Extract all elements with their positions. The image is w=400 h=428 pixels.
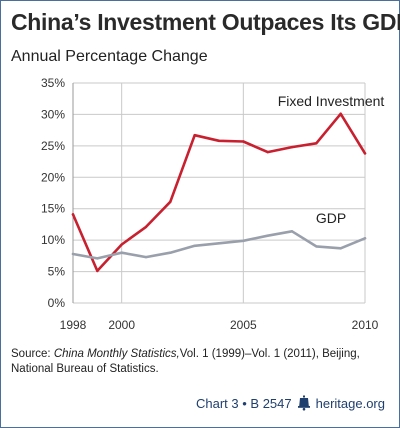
y-tick-label: 30%: [41, 107, 65, 121]
source-note: Source: China Monthly Statistics,Vol. 1 …: [11, 347, 391, 377]
series-line-gdp: [71, 230, 367, 260]
data-point-gdp: [193, 244, 196, 247]
data-point-fixed-investment: [290, 145, 294, 149]
data-point-fixed-investment: [339, 112, 342, 116]
data-point-gdp: [120, 251, 123, 254]
data-point-gdp: [363, 237, 367, 240]
data-point-gdp: [315, 245, 318, 248]
data-point-gdp: [266, 234, 269, 237]
source-label: Source:: [11, 348, 54, 360]
chart-subtitle: Annual Percentage Change: [11, 48, 208, 65]
data-point-fixed-investment: [144, 225, 148, 229]
series-label-fixed-investment: Fixed Investment: [278, 93, 385, 109]
y-tick-label: 35%: [41, 76, 65, 90]
y-tick-label: 0%: [48, 296, 66, 310]
y-tick-label: 10%: [41, 233, 65, 247]
y-tick-label: 20%: [41, 170, 65, 184]
data-point-fixed-investment: [266, 150, 269, 154]
footer: Chart 3 • B 2547 heritage.org: [196, 395, 385, 411]
data-point-fixed-investment: [193, 133, 196, 137]
data-point-gdp: [144, 255, 148, 259]
data-point-gdp: [96, 257, 99, 260]
data-point-gdp: [339, 247, 342, 250]
data-point-fixed-investment: [315, 142, 318, 145]
series-label-gdp: GDP: [316, 210, 346, 226]
data-point-fixed-investment: [242, 140, 245, 143]
source-publication: China Monthly Statistics,: [53, 348, 180, 360]
data-point-fixed-investment: [71, 213, 75, 216]
label-layer: Fixed Investment GDP: [278, 93, 385, 226]
x-tick-label: 2010: [352, 318, 379, 332]
data-point-gdp: [71, 252, 75, 256]
axis-layer: 0% 5% 10% 15% 20% 25% 30% 35% 1998 2000 2005 2010: [41, 76, 379, 332]
chart-title: China’s Investment Outpaces Its GDP: [11, 9, 400, 35]
x-tick-label: 2000: [108, 318, 135, 332]
chart-reference: Chart 3 • B 2547: [196, 395, 292, 411]
site-link[interactable]: heritage.org: [315, 395, 385, 411]
grid-layer: [73, 82, 366, 304]
x-tick-label: 1998: [60, 318, 87, 332]
data-point-gdp: [169, 251, 172, 254]
data-point-gdp: [290, 230, 294, 233]
y-tick-label: 25%: [41, 139, 65, 153]
data-point-gdp: [242, 239, 245, 242]
y-tick-label: 5%: [48, 265, 66, 279]
liberty-bell-icon: [297, 395, 310, 411]
line-chart: 0% 5% 10% 15% 20% 25% 30% 35% 1998 2000 2005 2010 F…: [41, 76, 385, 332]
data-point-fixed-investment: [169, 200, 172, 203]
data-point-fixed-investment: [217, 139, 221, 143]
data-point-fixed-investment: [363, 152, 367, 155]
data-point-gdp: [217, 242, 221, 245]
source-details: Vol. 1 (1999)–Vol. 1 (2011), Beijing, Na…: [11, 348, 360, 375]
data-point-fixed-investment: [96, 269, 99, 273]
y-tick-label: 15%: [41, 202, 65, 216]
x-tick-label: 2005: [230, 318, 257, 332]
series-layer: [71, 112, 367, 273]
data-point-fixed-investment: [120, 243, 123, 246]
